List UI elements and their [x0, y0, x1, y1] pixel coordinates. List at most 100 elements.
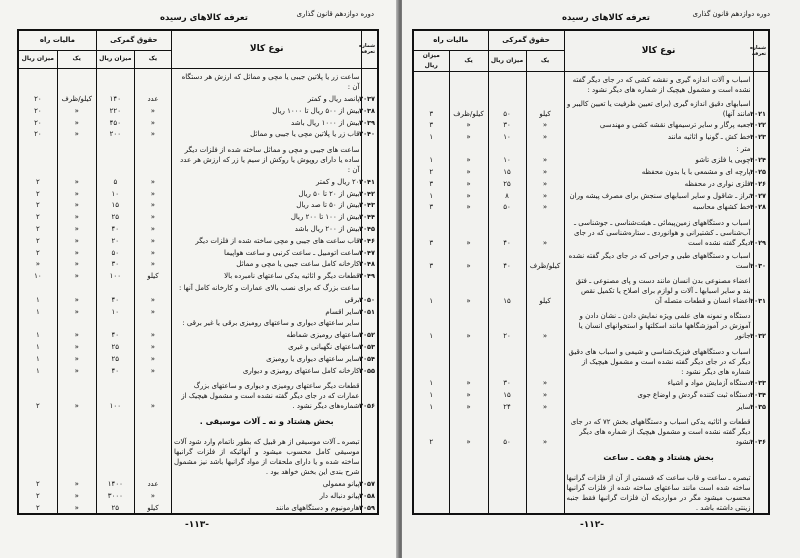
table-row: ۲۰۲۹ اسباب و دستگاههای زمین‌پیمائی ـ هیئت…	[412, 212, 770, 248]
road-tax-amount: ۲	[17, 186, 58, 199]
goods-description: اسبابهای دقیق اندازه گیری (برای تعیین ظر…	[563, 95, 754, 119]
road-tax-amount: ۱۰	[17, 269, 58, 282]
goods-description: برقی	[170, 293, 363, 305]
customs-amount: ۸	[487, 188, 527, 201]
tariff-number: ۲۰۴۳	[359, 198, 379, 211]
road-tax-amount: ۲	[412, 165, 450, 178]
tariff-number: ۲۰۵۳	[359, 340, 379, 353]
road-tax-unit: کیلو/ظرف	[56, 92, 97, 105]
goods-description: اسباب و آلات اندازه گیری و نقشه کشی که د…	[563, 71, 754, 96]
empty-cell	[56, 512, 97, 514]
road-tax-unit: «	[448, 400, 489, 412]
table-row: ۲۰۴۷ ساعت اتومبیل ـ ساعت کرنبی و ساعت هوا…	[17, 245, 379, 258]
customs-amount: ۴۰	[95, 222, 135, 234]
road-tax-amount: ۱	[412, 388, 450, 401]
tariff-number: ۲۰۴۱	[359, 174, 379, 187]
road-tax-amount	[412, 465, 450, 513]
road-tax-amount-header: میزان ریال	[412, 49, 450, 72]
road-tax-unit: «	[56, 222, 97, 234]
road-tax-amount: ۱	[17, 293, 58, 305]
tariff-number: ۲۰۳۹	[359, 115, 379, 128]
customs-amount: ۲۵	[95, 352, 135, 364]
table-row: ۲۰۳۳ دستگاه آزمایش مواد و اشیاء «۳۰ «۱	[412, 376, 770, 389]
goods-description: بیش از ۵۰۰ ریال تا ۱۰۰۰ ریال	[170, 104, 363, 116]
customs-header: حقوق گمرکی	[95, 29, 172, 51]
road-tax-unit: «	[56, 352, 97, 364]
customs-unit	[133, 411, 172, 431]
customs-amount: ۵۰	[487, 411, 527, 448]
goods-description: بیش از ۲۰ تا ۵۰ ریال	[170, 186, 363, 199]
customs-unit: «	[133, 186, 172, 199]
table-row: ۲۰۴۲ بیش از ۲۰ تا ۵۰ ریال «۱۰ «۲	[17, 186, 379, 199]
goods-description: اعضاء مصنوعی بدن انسان مانند دست و پای م…	[563, 271, 754, 307]
road-tax-amount	[17, 430, 58, 478]
customs-unit: کیلو	[133, 500, 172, 513]
customs-unit: «	[133, 104, 172, 116]
goods-description: چوبی یا فلزی تاشو	[563, 153, 754, 166]
goods-description: بیش از ۲۰۰ ریال باشد	[170, 222, 363, 234]
customs-unit	[133, 68, 172, 93]
goods-description: سایر اقسام	[170, 304, 363, 317]
road-tax-amount: ۲۰	[17, 115, 58, 128]
road-tax-unit: «	[448, 130, 489, 142]
road-tax-unit: «	[56, 257, 97, 270]
road-tax-unit: «	[56, 233, 97, 246]
tariff-no-header: شماره تعرفه	[359, 29, 379, 69]
table-row: ۲۰۴۴ بیش از ۱۰۰ تا ۲۰۰ ریال «۲۵ «۲	[17, 210, 379, 223]
road-tax-amount	[412, 447, 450, 466]
goods-description: ساعت اتومبیل ـ ساعت کرنبی و ساعت هواپیما	[170, 245, 363, 258]
table-row: ۲۰۳۰ اسباب و دستگاههای طبی و جراحی که در …	[412, 247, 770, 272]
customs-unit: «	[525, 188, 565, 201]
customs-unit: «	[525, 153, 565, 166]
road-tax-amount: ۳	[412, 212, 450, 248]
road-tax-amount: ۱	[412, 376, 450, 389]
table-row: ۲۰۴۹ قطعات دیگر و اثاثیه یدکی ساعتهای نام…	[17, 269, 379, 282]
customs-unit	[525, 465, 565, 513]
goods-description: ساعتهای نگهبانی و غیری	[170, 340, 363, 353]
road-tax-amount: ۱	[17, 352, 58, 364]
goods-description: پیانو دنباله دار	[170, 489, 363, 501]
table-row: ۲۰۲۲ جعبه پرگار و سایر ترسیمهای نقشه کشی …	[412, 118, 770, 131]
customs-unit: «	[525, 411, 565, 448]
road-tax-amount: ۱	[17, 340, 58, 353]
road-tax-amount: ۳	[412, 200, 450, 213]
tariff-number: ۲۰۳۲	[750, 306, 770, 342]
goods-description: سایر ساعتهای دیواری یا رومیزی	[170, 352, 363, 364]
road-tax-unit: «	[56, 477, 97, 490]
customs-unit	[525, 141, 565, 154]
tariff-number: ۲۰۳۰	[750, 247, 770, 272]
customs-amount: ۱۰۰	[95, 269, 135, 282]
tariff-number: ۲۰۴۵	[359, 222, 379, 234]
tariff-number: ۲۰۵۶	[359, 375, 379, 412]
tariff-number	[361, 411, 379, 431]
road-tax-amount: ۲	[17, 375, 58, 412]
road-tax-amount: ۲۰	[17, 127, 58, 140]
goods-description: قطعات دیگر ساعتهای رومیزی و دیواری و ساع…	[170, 375, 363, 412]
road-tax-unit: «	[56, 245, 97, 258]
customs-unit: «	[525, 212, 565, 248]
customs-amount-header: میزان ریال	[487, 49, 527, 72]
customs-amount: ۱۰۰	[95, 375, 135, 412]
road-tax-unit: «	[448, 271, 489, 307]
tariff-number: ۲۰۳۱	[750, 271, 770, 307]
road-tax-amount: ۲	[17, 500, 58, 513]
customs-amount: ۲۵	[95, 500, 135, 513]
tariff-number	[361, 430, 379, 478]
road-tax-unit	[448, 341, 489, 377]
table-row: ۲۰۵۱ سایر اقسام «۱۰ «۱	[17, 304, 379, 317]
customs-amount: ۲۵	[95, 340, 135, 353]
goods-description: پارچه ای و مشمعی با یا بدون محفظه	[563, 165, 754, 178]
tariff-number: ۲۰۵۰	[359, 293, 379, 305]
table-row: ۲۰۲۶ فلزی نواری در محفظه «۲۵ «۳	[412, 177, 770, 189]
customs-amount: ۱۰	[95, 186, 135, 199]
customs-unit	[525, 341, 565, 377]
customs-unit: «	[133, 352, 172, 364]
road-tax-unit: «	[56, 210, 97, 223]
table-row: ۲۰۳۸ بیش از ۵۰۰ ریال تا ۱۰۰۰ ریال «۲۲۰ «۲۰	[17, 104, 379, 116]
customs-amount: ۳۰۰۰	[95, 489, 135, 501]
road-tax-unit: «	[56, 489, 97, 501]
road-tax-amount: «	[17, 257, 58, 270]
customs-amount	[95, 430, 135, 478]
customs-amount: ۲۰	[95, 233, 135, 246]
goods-description: ساعت زر یا پلاتین جیبی یا مچی و مماثل که…	[170, 68, 363, 93]
